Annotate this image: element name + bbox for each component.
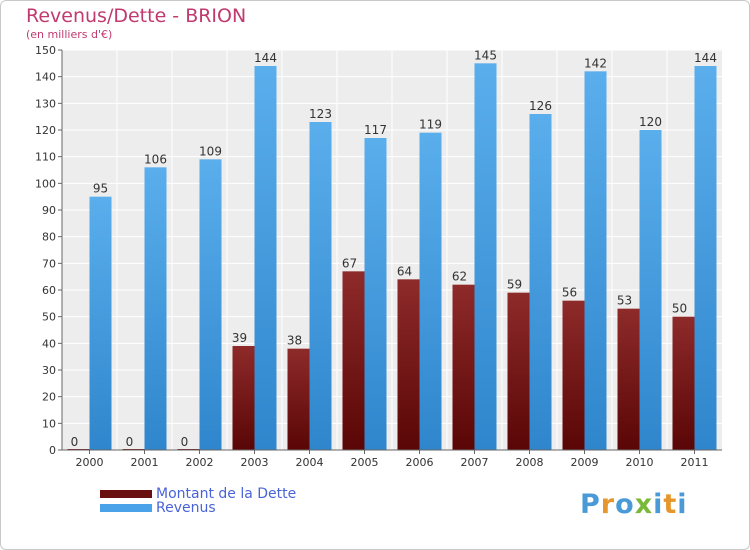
logo-letter: o bbox=[615, 489, 635, 520]
x-tick-label: 2001 bbox=[131, 456, 159, 469]
bar-revenus bbox=[89, 196, 112, 450]
y-tick-label: 90 bbox=[42, 204, 56, 217]
y-tick-label: 150 bbox=[35, 44, 56, 57]
x-tick-label: 2004 bbox=[296, 456, 324, 469]
data-label-revenus: 144 bbox=[694, 51, 717, 65]
legend-label-revenus: Revenus bbox=[156, 500, 216, 516]
data-label-revenus: 106 bbox=[144, 152, 167, 166]
x-tick-label: 2006 bbox=[406, 456, 434, 469]
legend-swatch-debt bbox=[100, 490, 152, 498]
data-label-dette: 56 bbox=[562, 286, 577, 300]
proxiti-logo: Proxiti bbox=[580, 489, 688, 520]
data-label-dette: 64 bbox=[397, 264, 412, 278]
data-label-dette: 39 bbox=[232, 331, 247, 345]
bar-revenus bbox=[364, 138, 387, 450]
data-label-revenus: 119 bbox=[419, 118, 442, 132]
logo-letter: P bbox=[580, 489, 601, 520]
data-label-dette: 50 bbox=[672, 302, 687, 316]
bar-dette bbox=[342, 271, 365, 450]
bar-chart: 0950106010939144381236711764119621455912… bbox=[35, 44, 722, 469]
logo-letter: t bbox=[663, 489, 678, 520]
bar-revenus bbox=[144, 167, 167, 451]
legend-label-debt: Montant de la Dette bbox=[156, 486, 297, 502]
bar-revenus bbox=[419, 132, 442, 450]
data-label-revenus: 120 bbox=[639, 115, 662, 129]
data-label-dette: 0 bbox=[71, 435, 79, 449]
data-label-revenus: 95 bbox=[93, 182, 108, 196]
data-label-dette: 67 bbox=[342, 256, 357, 270]
bar-revenus bbox=[309, 122, 332, 450]
y-tick-label: 0 bbox=[49, 444, 56, 457]
data-label-dette: 38 bbox=[287, 334, 302, 348]
logo-letter: i bbox=[677, 489, 688, 520]
bar-revenus bbox=[639, 130, 662, 450]
y-tick-label: 120 bbox=[35, 124, 56, 137]
x-tick-label: 2000 bbox=[76, 456, 104, 469]
bar-dette bbox=[232, 346, 255, 450]
y-tick-label: 100 bbox=[35, 177, 56, 190]
y-tick-label: 80 bbox=[42, 231, 56, 244]
x-tick-label: 2007 bbox=[461, 456, 489, 469]
y-tick-label: 70 bbox=[42, 257, 56, 270]
bar-revenus bbox=[694, 66, 717, 450]
data-label-dette: 53 bbox=[617, 294, 632, 308]
chart-subtitle: (en milliers d'€) bbox=[26, 28, 113, 41]
y-tick-label: 30 bbox=[42, 364, 56, 377]
bar-revenus bbox=[199, 159, 222, 451]
x-tick-label: 2003 bbox=[241, 456, 269, 469]
y-tick-label: 130 bbox=[35, 97, 56, 110]
bar-revenus bbox=[584, 71, 607, 450]
x-tick-label: 2011 bbox=[681, 456, 709, 469]
data-label-revenus: 126 bbox=[529, 99, 552, 113]
y-tick-label: 40 bbox=[42, 337, 56, 350]
y-tick-label: 10 bbox=[42, 417, 56, 430]
data-label-revenus: 123 bbox=[309, 107, 332, 121]
data-label-dette: 59 bbox=[507, 278, 522, 292]
data-label-revenus: 109 bbox=[199, 144, 222, 158]
bar-revenus bbox=[474, 63, 497, 450]
x-tick-label: 2010 bbox=[626, 456, 654, 469]
data-label-revenus: 117 bbox=[364, 123, 387, 137]
logo-letter: r bbox=[600, 489, 616, 520]
bar-dette bbox=[617, 308, 640, 450]
y-tick-label: 110 bbox=[35, 151, 56, 164]
x-tick-label: 2008 bbox=[516, 456, 544, 469]
bar-dette bbox=[452, 284, 475, 450]
logo-letter: i bbox=[653, 489, 664, 520]
data-label-dette: 62 bbox=[452, 270, 467, 284]
chart-title: Revenus/Dette - BRION bbox=[26, 5, 247, 27]
y-tick-label: 20 bbox=[42, 391, 56, 404]
data-label-dette: 0 bbox=[181, 435, 189, 449]
x-tick-label: 2009 bbox=[571, 456, 599, 469]
bar-dette bbox=[287, 348, 310, 450]
data-label-dette: 0 bbox=[126, 435, 134, 449]
bar-dette bbox=[672, 316, 695, 450]
legend-item-debt: Montant de la Dette bbox=[100, 486, 297, 502]
x-tick-label: 2005 bbox=[351, 456, 379, 469]
data-label-revenus: 144 bbox=[254, 51, 277, 65]
data-label-revenus: 142 bbox=[584, 56, 607, 70]
legend-item-revenus: Revenus bbox=[100, 500, 296, 516]
bar-revenus bbox=[529, 114, 552, 450]
bar-dette bbox=[507, 292, 530, 450]
bar-dette bbox=[562, 300, 585, 450]
legend-swatch-revenus bbox=[100, 504, 152, 512]
data-label-revenus: 145 bbox=[474, 48, 497, 62]
bar-dette bbox=[397, 279, 420, 450]
y-tick-label: 140 bbox=[35, 71, 56, 84]
bar-revenus bbox=[254, 66, 277, 450]
x-tick-label: 2002 bbox=[186, 456, 214, 469]
y-tick-label: 50 bbox=[42, 311, 56, 324]
y-tick-label: 60 bbox=[42, 284, 56, 297]
logo-letter: x bbox=[634, 489, 654, 520]
chart-legend: Montant de la Dette Revenus bbox=[100, 486, 297, 516]
